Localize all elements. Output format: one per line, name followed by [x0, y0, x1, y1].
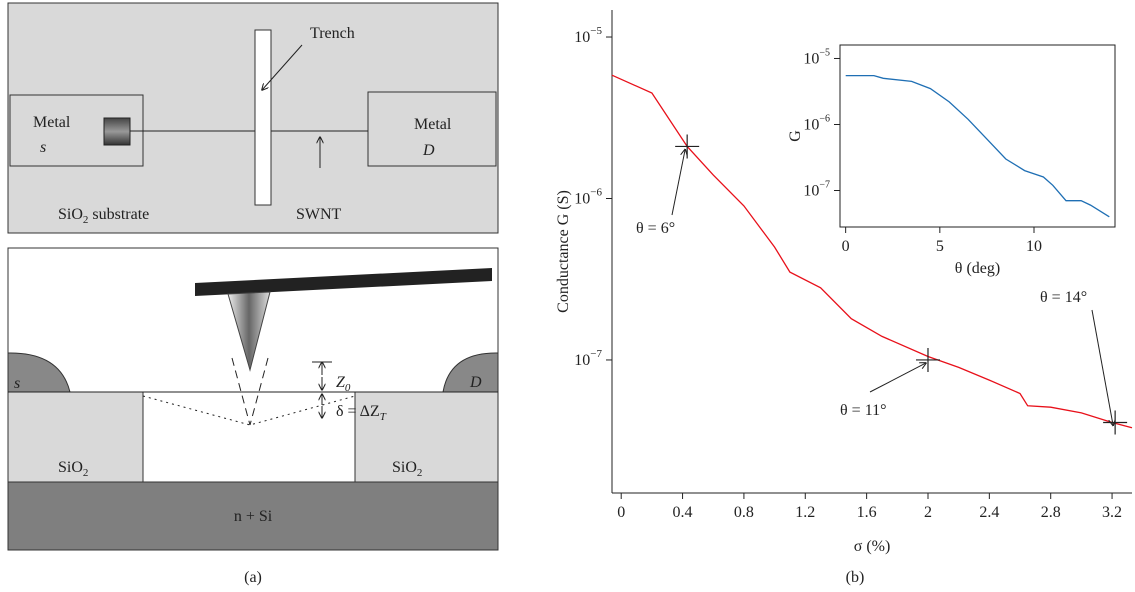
plot-frame	[840, 45, 1115, 227]
x-tick-label: 5	[936, 238, 944, 255]
label: D	[469, 374, 482, 391]
y-tick-label: 10	[803, 183, 819, 200]
x-tick-label: 0	[617, 504, 625, 521]
y-axis-label: Conductance G (S)	[555, 190, 572, 313]
label: s	[14, 375, 20, 392]
label: n + Si	[234, 508, 273, 525]
marker	[916, 348, 940, 372]
x-tick-label: 2.8	[1041, 504, 1061, 521]
y-tick-label: 10−7	[803, 180, 830, 200]
x-tick-label: 2.4	[979, 504, 999, 521]
label: 0	[345, 382, 351, 394]
trench	[255, 30, 271, 205]
x-axis-label: θ (deg)	[955, 260, 1000, 277]
y-tick-exponent: −5	[590, 25, 602, 37]
x-tick-label: 0.4	[673, 504, 693, 521]
y-tick-label: 10−7	[574, 348, 602, 369]
label: Metal	[33, 114, 71, 131]
annotation: θ = 6°	[636, 220, 675, 237]
label: SiO	[392, 459, 417, 476]
y-tick-exponent: −6	[819, 113, 830, 124]
y-tick-exponent: −7	[819, 180, 830, 191]
figure: Trench Metal s Metal D SWNT SiO2 substra…	[0, 0, 1135, 592]
page: Trench Metal s Metal D SWNT SiO2 substra…	[0, 0, 1135, 592]
x-tick-label: 2	[924, 504, 932, 521]
caption: (a)	[244, 569, 262, 586]
label: δ = ΔZ	[336, 403, 380, 420]
x-axis-label: σ (%)	[854, 538, 891, 555]
y-axis-label: G	[787, 130, 804, 142]
label: 2	[83, 467, 89, 479]
y-tick-label: 10	[574, 190, 590, 207]
label: s	[40, 139, 46, 156]
x-tick-label: 10	[1026, 238, 1042, 255]
y-tick-exponent: −5	[819, 47, 830, 58]
annotation-arrow	[870, 363, 926, 392]
y-tick-exponent: −6	[590, 186, 602, 198]
label: T	[380, 411, 387, 423]
y-tick-label: 10	[803, 50, 819, 67]
marker	[1103, 410, 1127, 434]
label: 2	[417, 467, 423, 479]
annotation: θ = 11°	[840, 402, 887, 419]
device-cross-section: s D Z0 δ = ΔZT SiO2 SiO2 n + Si	[8, 248, 498, 550]
x-tick-label: 3.2	[1102, 504, 1122, 521]
y-tick-label: 10−6	[574, 186, 602, 207]
x-tick-label: 0.8	[734, 504, 754, 521]
label: SWNT	[296, 206, 342, 223]
y-tick-label: 10	[574, 29, 590, 46]
label: SiO	[58, 459, 83, 476]
y-tick-label: 10−5	[803, 47, 830, 67]
annotation-arrow	[672, 149, 685, 215]
label: Metal	[414, 116, 452, 133]
device-top-view: Trench Metal s Metal D SWNT SiO2 substra…	[8, 3, 498, 233]
label: Trench	[310, 25, 355, 42]
y-tick-label: 10	[803, 116, 819, 133]
caption: (b)	[846, 569, 865, 586]
y-tick-label: 10−6	[803, 113, 830, 133]
label: D	[422, 142, 435, 159]
label: SiO	[58, 206, 83, 223]
x-tick-label: 1.6	[857, 504, 877, 521]
y-tick-label: 10	[574, 352, 590, 369]
x-tick-label: 0	[842, 238, 850, 255]
catalyst	[104, 118, 130, 145]
y-tick-exponent: −7	[590, 348, 602, 360]
annotation: θ = 14°	[1040, 289, 1087, 306]
x-tick-label: 1.2	[795, 504, 815, 521]
y-tick-label: 10−5	[574, 25, 602, 46]
annotation-arrow	[1092, 310, 1113, 425]
label: substrate	[88, 206, 149, 223]
